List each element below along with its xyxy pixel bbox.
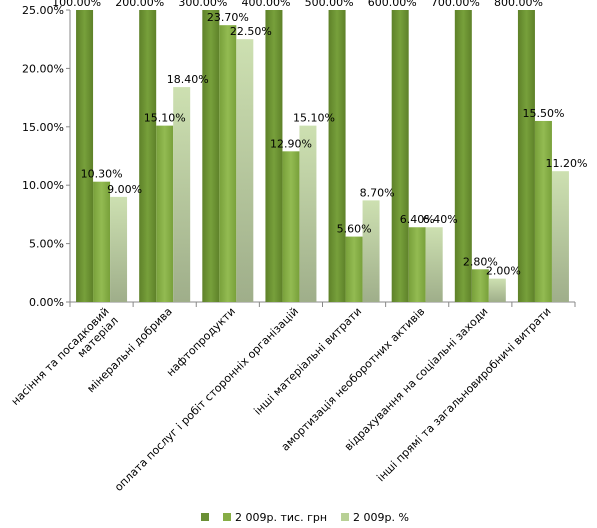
- bar: [328, 10, 346, 302]
- y-tick-label: 10.00%: [22, 179, 64, 192]
- bar: [408, 227, 426, 302]
- bar: [202, 10, 220, 302]
- data-label: 9.00%: [107, 183, 142, 196]
- data-label: 300.00%: [178, 0, 227, 9]
- data-label: 15.50%: [522, 107, 564, 120]
- data-label: 10.30%: [81, 168, 123, 181]
- y-tick-label: 15.00%: [22, 121, 64, 134]
- bar: [471, 269, 489, 302]
- bar: [219, 25, 237, 303]
- legend: 2 009р. тис. грн 2 009р. %: [201, 511, 409, 524]
- bar: [93, 181, 111, 302]
- bar: [173, 87, 191, 302]
- bar: [76, 10, 94, 302]
- category-label-line: нафтопродукти: [164, 305, 238, 379]
- data-label: 18.40%: [167, 73, 209, 86]
- data-label: 500.00%: [305, 0, 354, 9]
- bar: [265, 10, 283, 302]
- data-labels: 100.00% 10.30% 9.00% 200.00% 15.10% 18.40% 300…: [52, 0, 587, 278]
- bar: [139, 10, 157, 302]
- bar: [551, 171, 569, 302]
- y-tick-label: 5.00%: [29, 238, 64, 251]
- data-label: 600.00%: [368, 0, 417, 9]
- legend-label: 2 009р. тис. грн: [235, 511, 327, 524]
- y-tick-label: 25.00%: [22, 4, 64, 17]
- bar: [345, 236, 363, 302]
- category-label-line: амортизація необоротних активів: [279, 305, 428, 454]
- bar: [534, 120, 552, 303]
- bars: [76, 10, 569, 303]
- bar: [362, 200, 380, 302]
- data-label: 5.60%: [337, 223, 372, 236]
- category-label: відрахування на соціальні заходи: [342, 305, 490, 453]
- legend-swatch: [201, 513, 209, 521]
- data-label: 2.00%: [486, 265, 521, 278]
- bar: [299, 125, 317, 302]
- y-tick-label: 0.00%: [29, 296, 64, 309]
- data-label: 15.10%: [144, 112, 186, 125]
- category-label: амортизація необоротних активів: [279, 305, 428, 454]
- bar: [391, 10, 409, 302]
- data-label: 6.40%: [400, 213, 435, 226]
- category-label: інші матеріальні витрати: [251, 305, 364, 418]
- bar: [156, 125, 174, 302]
- data-label: 700.00%: [431, 0, 480, 9]
- y-tick-label: 20.00%: [22, 62, 64, 75]
- bar: [454, 10, 472, 302]
- data-label: 11.20%: [545, 157, 587, 170]
- data-label: 23.70%: [207, 11, 249, 24]
- legend-swatch: [341, 513, 350, 521]
- bar: [236, 39, 254, 302]
- bar: [110, 196, 128, 302]
- legend-label: 2 009р. %: [353, 511, 409, 524]
- data-label: 8.70%: [360, 186, 395, 199]
- category-label-line: відрахування на соціальні заходи: [342, 305, 490, 453]
- category-label-line: інші матеріальні витрати: [251, 305, 364, 418]
- category-label: нафтопродукти: [164, 305, 238, 379]
- data-label: 200.00%: [115, 0, 164, 9]
- bar: [282, 151, 300, 302]
- data-label: 400.00%: [241, 0, 290, 9]
- data-label: 800.00%: [494, 0, 543, 9]
- data-label: 12.90%: [270, 137, 312, 150]
- data-label: 15.10%: [293, 112, 335, 125]
- data-label: 22.50%: [230, 25, 272, 38]
- bar: [488, 278, 506, 302]
- bar: [425, 227, 443, 302]
- data-label: 2.80%: [463, 255, 498, 268]
- category-labels: насіння та посадковийматеріалмінеральні …: [9, 305, 554, 494]
- data-label: 6.40%: [423, 213, 458, 226]
- bar: [517, 10, 535, 302]
- legend-swatch: [223, 513, 231, 521]
- data-label: 100.00%: [52, 0, 101, 9]
